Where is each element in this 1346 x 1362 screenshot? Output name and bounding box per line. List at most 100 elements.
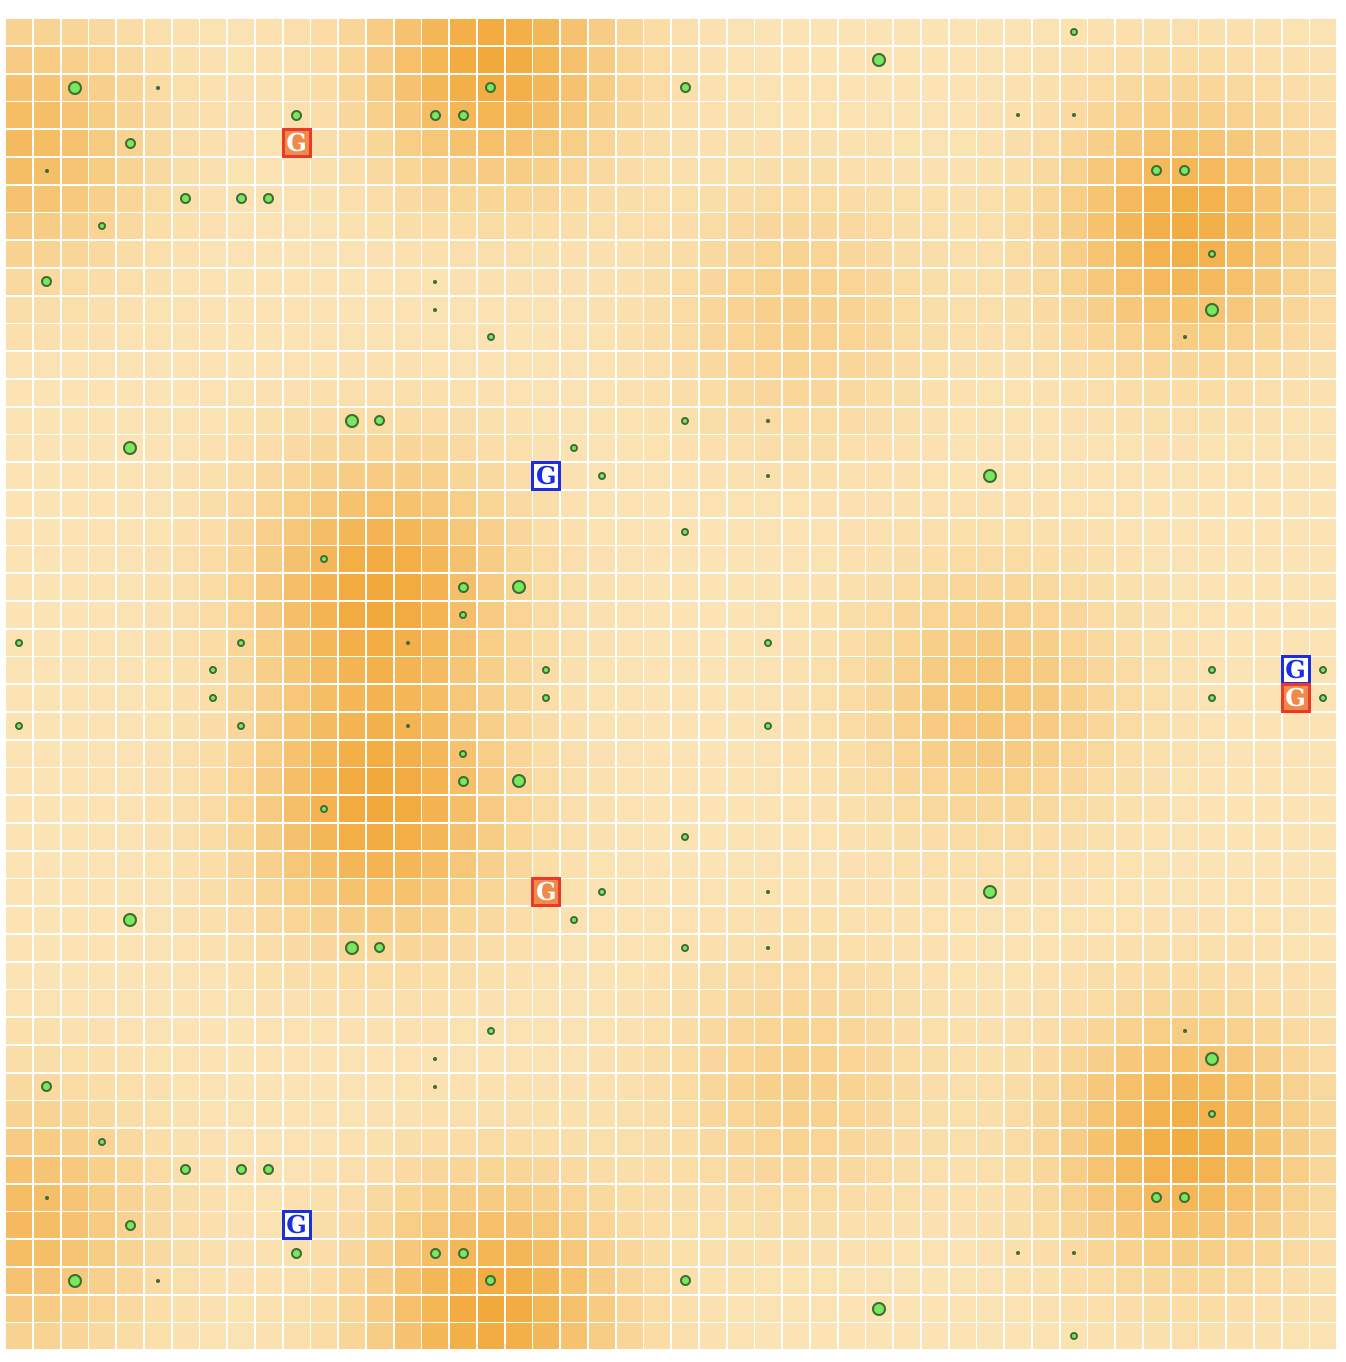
grid-cell[interactable] — [6, 1212, 32, 1239]
grid-cell[interactable] — [33, 1295, 60, 1322]
grid-cell[interactable] — [949, 712, 976, 739]
grid-cell[interactable] — [228, 518, 254, 545]
grid-cell[interactable] — [783, 1240, 809, 1266]
grid-cell[interactable] — [894, 1101, 920, 1128]
grid-cell[interactable] — [894, 1156, 920, 1183]
grid-cell[interactable] — [89, 990, 116, 1017]
grid-cell[interactable] — [672, 851, 698, 878]
grid-cell[interactable] — [1227, 1212, 1253, 1239]
grid-cell[interactable] — [450, 130, 476, 156]
grid-cell[interactable] — [894, 518, 920, 545]
grid-cell[interactable] — [977, 934, 1004, 961]
grid-cell[interactable] — [450, 463, 476, 489]
grid-cell[interactable] — [949, 518, 976, 545]
grid-cell[interactable] — [477, 185, 504, 212]
grid-cell[interactable] — [1143, 1323, 1170, 1350]
grid-cell[interactable] — [6, 934, 32, 961]
grid-cell[interactable] — [949, 102, 976, 129]
grid-cell[interactable] — [810, 518, 837, 545]
grid-cell[interactable] — [1282, 185, 1309, 212]
grid-cell[interactable] — [699, 629, 726, 656]
grid-cell[interactable] — [255, 379, 282, 406]
grid-cell[interactable] — [255, 324, 282, 351]
grid-cell[interactable] — [394, 1323, 421, 1350]
grid-cell[interactable] — [866, 102, 893, 129]
grid-cell[interactable] — [33, 601, 60, 628]
grid-cell[interactable] — [339, 962, 365, 989]
grid-cell[interactable] — [172, 102, 199, 129]
grid-cell[interactable] — [1199, 46, 1226, 73]
grid-cell[interactable] — [422, 130, 449, 156]
grid-cell[interactable] — [561, 1129, 587, 1155]
grid-cell[interactable] — [588, 46, 615, 73]
grid-cell[interactable] — [228, 213, 254, 240]
grid-cell[interactable] — [89, 1240, 116, 1266]
grid-cell[interactable] — [1032, 1267, 1059, 1294]
grid-cell[interactable] — [1032, 19, 1059, 45]
grid-cell[interactable] — [1116, 712, 1142, 739]
grid-cell[interactable] — [366, 1129, 393, 1155]
grid-cell[interactable] — [699, 130, 726, 156]
grid-cell[interactable] — [339, 352, 365, 378]
grid-cell[interactable] — [783, 1129, 809, 1155]
grid-cell[interactable] — [783, 1184, 809, 1211]
grid-cell[interactable] — [228, 1295, 254, 1322]
grid-cell[interactable] — [977, 157, 1004, 184]
grid-cell[interactable] — [1116, 379, 1142, 406]
grid-cell[interactable] — [117, 1073, 143, 1100]
grid-cell[interactable] — [1254, 130, 1281, 156]
grid-cell[interactable] — [255, 768, 282, 795]
grid-cell[interactable] — [977, 19, 1004, 45]
grid-cell[interactable] — [228, 879, 254, 906]
grid-cell[interactable] — [1005, 1018, 1031, 1044]
grid-cell[interactable] — [228, 601, 254, 628]
grid-cell[interactable] — [422, 546, 449, 573]
grid-cell[interactable] — [921, 657, 948, 684]
grid-cell[interactable] — [283, 518, 310, 545]
grid-cell[interactable] — [200, 296, 227, 323]
grid-cell[interactable] — [1282, 463, 1309, 489]
grid-cell[interactable] — [144, 324, 171, 351]
grid-cell[interactable] — [977, 407, 1004, 434]
grid-cell[interactable] — [588, 407, 615, 434]
grid-cell[interactable] — [755, 19, 782, 45]
grid-cell[interactable] — [866, 934, 893, 961]
grid-cell[interactable] — [1060, 185, 1087, 212]
grid-cell[interactable] — [1060, 490, 1087, 517]
grid-cell[interactable] — [561, 157, 587, 184]
grid-cell[interactable] — [672, 629, 698, 656]
grid-cell[interactable] — [644, 379, 671, 406]
grid-cell[interactable] — [1032, 130, 1059, 156]
grid-cell[interactable] — [255, 740, 282, 767]
grid-cell[interactable] — [838, 823, 865, 850]
grid-cell[interactable] — [228, 1184, 254, 1211]
grid-cell[interactable] — [810, 1212, 837, 1239]
grid-cell[interactable] — [810, 1267, 837, 1294]
grid-cell[interactable] — [838, 934, 865, 961]
grid-cell[interactable] — [450, 74, 476, 101]
grid-cell[interactable] — [699, 1156, 726, 1183]
grid-cell[interactable] — [616, 74, 643, 101]
grid-cell[interactable] — [283, 435, 310, 462]
grid-cell[interactable] — [89, 601, 116, 628]
grid-cell[interactable] — [1032, 851, 1059, 878]
grid-cell[interactable] — [1032, 490, 1059, 517]
grid-cell[interactable] — [755, 185, 782, 212]
grid-cell[interactable] — [311, 1045, 338, 1072]
grid-cell[interactable] — [117, 1267, 143, 1294]
grid-cell[interactable] — [1143, 435, 1170, 462]
grid-cell[interactable] — [1088, 296, 1115, 323]
grid-cell[interactable] — [6, 1184, 32, 1211]
grid-cell[interactable] — [1227, 324, 1253, 351]
grid-cell[interactable] — [1282, 296, 1309, 323]
grid-cell[interactable] — [311, 463, 338, 489]
grid-cell[interactable] — [1171, 74, 1198, 101]
grid-cell[interactable] — [477, 296, 504, 323]
grid-cell[interactable] — [1032, 574, 1059, 600]
grid-cell[interactable] — [505, 1184, 532, 1211]
grid-cell[interactable] — [144, 657, 171, 684]
grid-cell[interactable] — [588, 1184, 615, 1211]
grid-cell[interactable] — [339, 823, 365, 850]
grid-cell[interactable] — [1282, 1212, 1309, 1239]
grid-cell[interactable] — [117, 324, 143, 351]
